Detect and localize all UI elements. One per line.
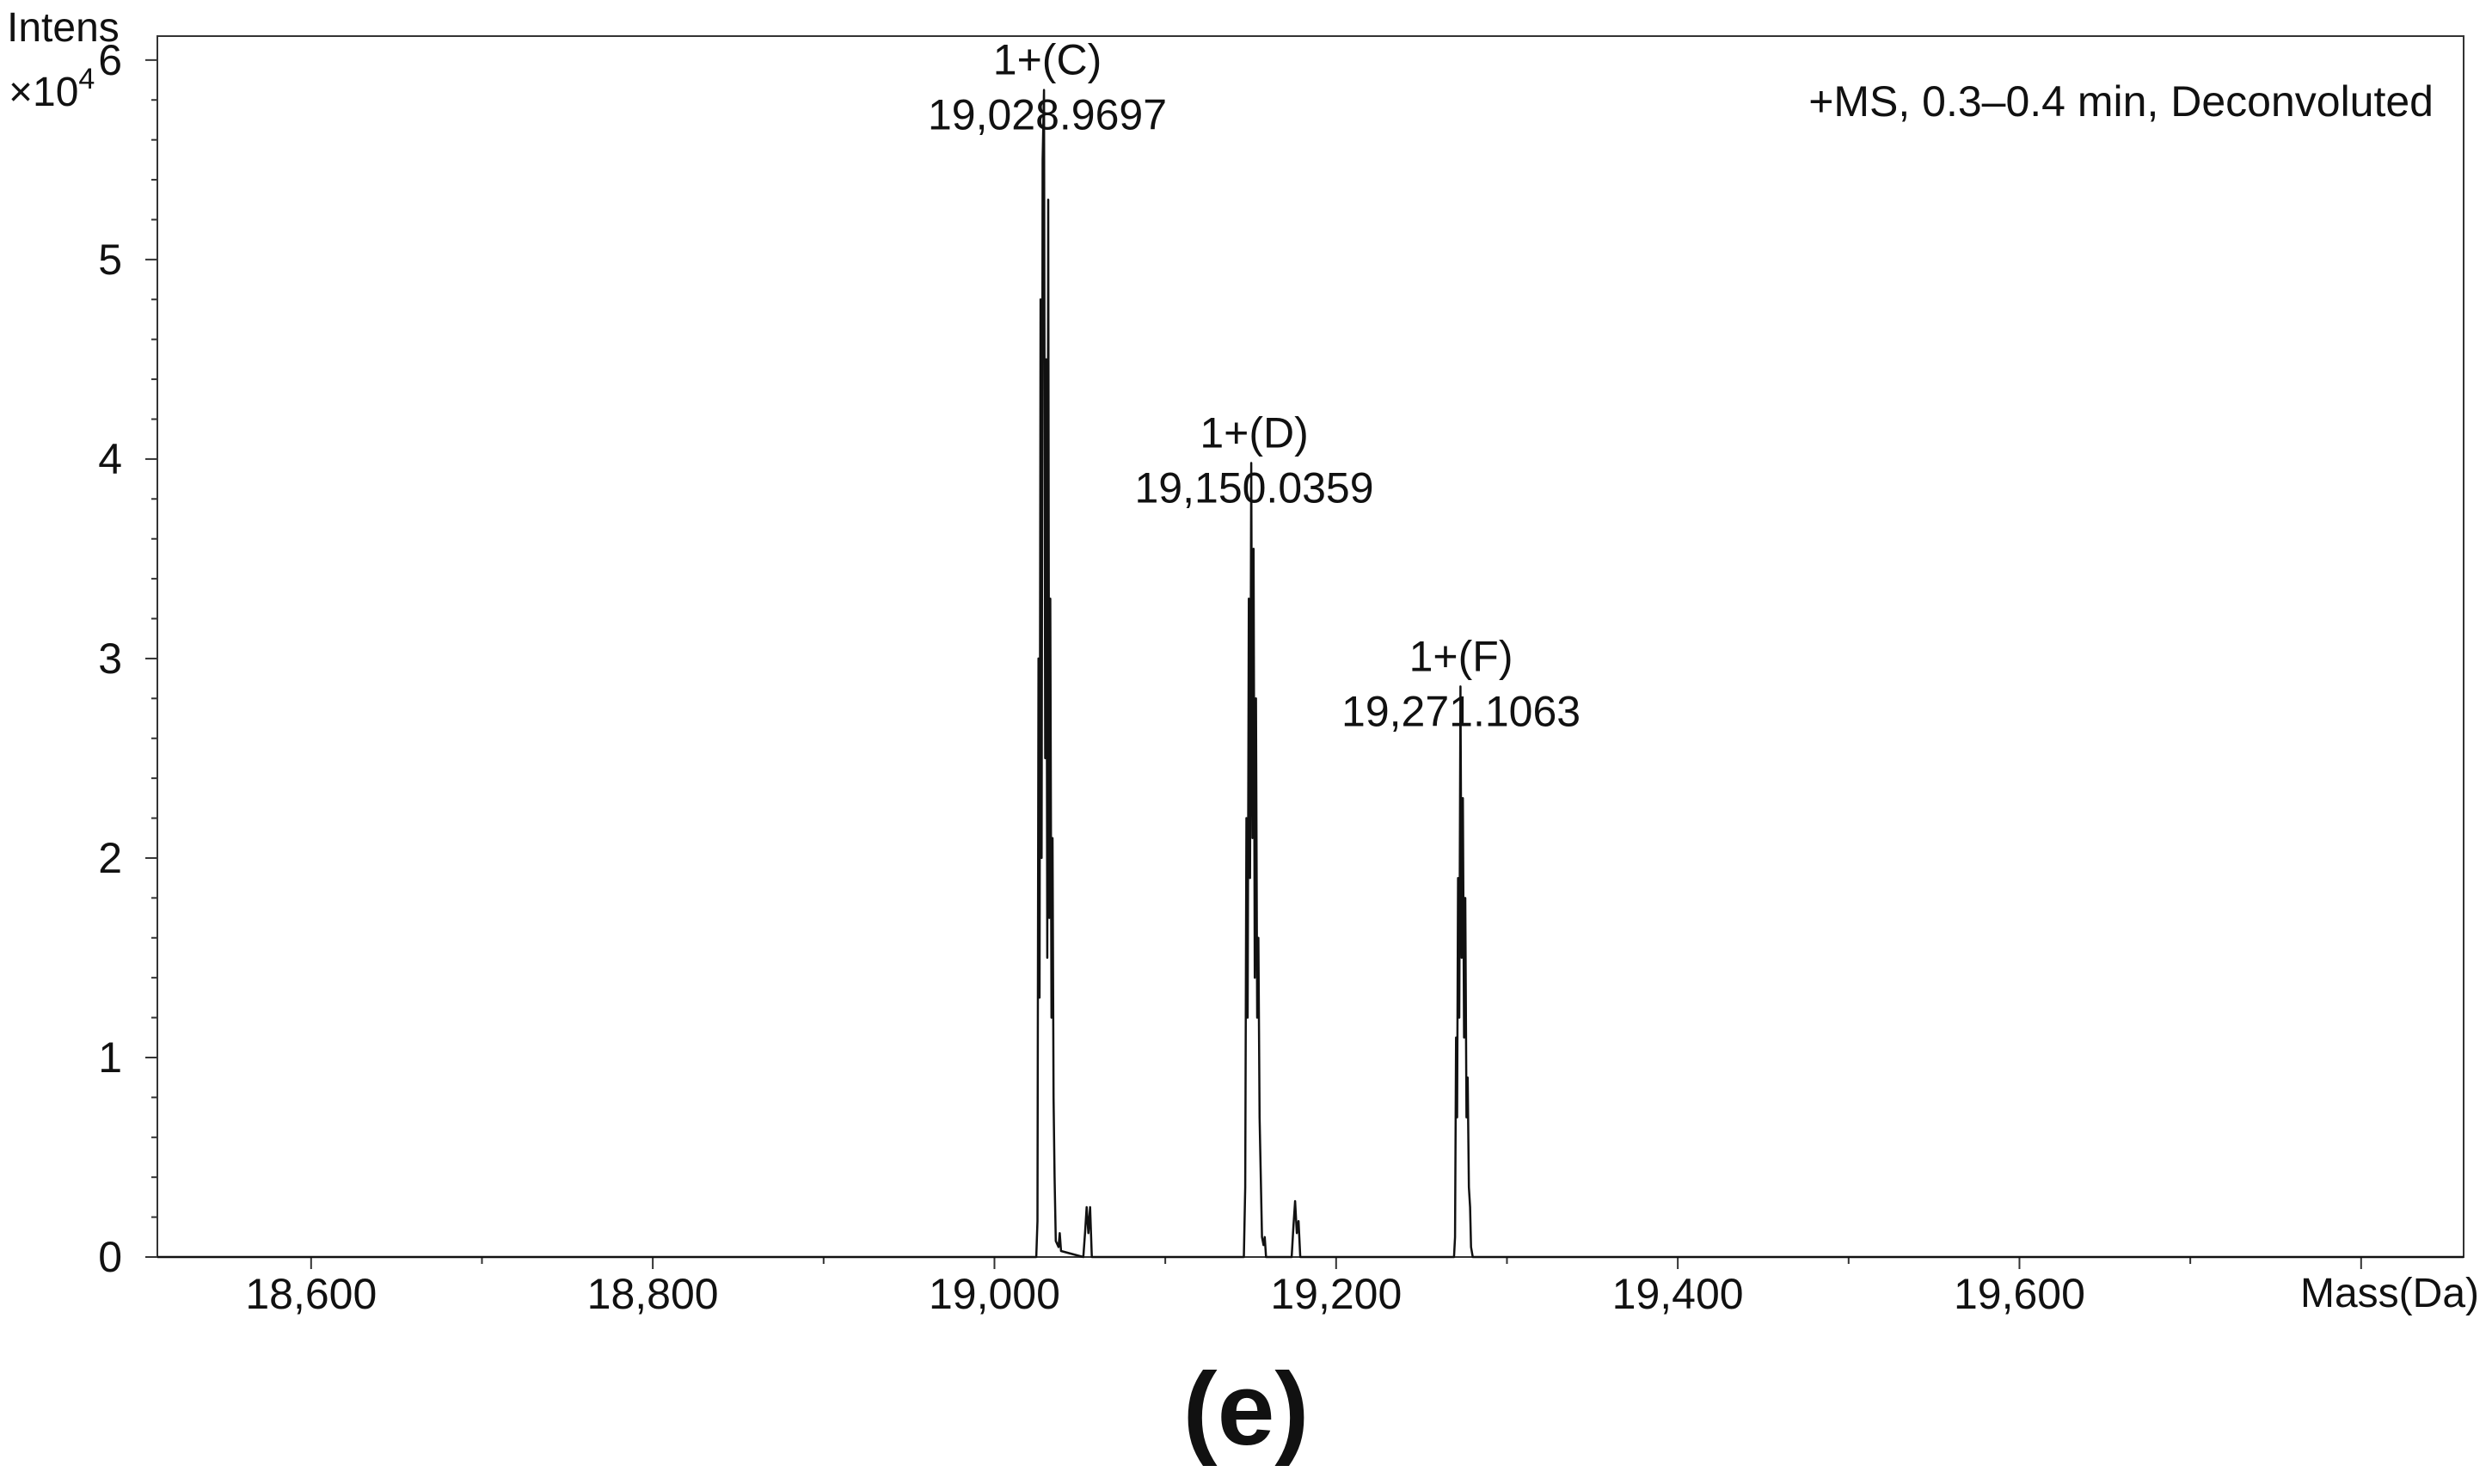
x-tick-label: 19,000 [929, 1270, 1060, 1318]
peak-charge-label: 1+(F) [1409, 632, 1513, 680]
peak-charge-label: 1+(C) [993, 36, 1102, 84]
plot-border [157, 35, 2464, 1258]
y-tick-label: 6 [98, 36, 122, 84]
y-axis-multiplier: ×104 [9, 63, 95, 115]
x-tick-label: 19,600 [1954, 1270, 2085, 1318]
chart-annotation: +MS, 0.3–0.4 min, Deconvoluted [1808, 77, 2434, 126]
peak-labels: 1+(C) 19,028.9697 1+(D) 19,150.0359 1+(F) 19,… [928, 36, 1581, 736]
figure-label: (e) [1183, 1352, 1310, 1467]
peak-charge-label: 1+(D) [1200, 409, 1308, 457]
x-tick-label: 18,800 [587, 1270, 719, 1318]
y-tick-label: 4 [98, 435, 122, 483]
y-tick-label: 5 [98, 236, 122, 284]
y-axis-multiplier-exponent: 4 [78, 63, 95, 95]
spectrum-trace [157, 89, 2464, 1259]
spectrum-series [157, 89, 2464, 1259]
x-tick-label: 19,200 [1270, 1270, 1402, 1318]
x-tick-label: 19,400 [1612, 1270, 1744, 1318]
y-axis: 0 1 2 3 4 5 6 [98, 36, 157, 1281]
peak-mass-label: 19,150.0359 [1135, 464, 1374, 512]
x-tick-label: 18,600 [245, 1270, 377, 1318]
y-axis-multiplier-base: ×10 [9, 70, 78, 115]
peak-mass-label: 19,271.1063 [1341, 687, 1581, 735]
y-tick-label: 1 [98, 1033, 122, 1082]
x-axis-label: Mass(Da) [2300, 1271, 2479, 1316]
y-tick-label: 0 [98, 1233, 122, 1281]
y-tick-label: 3 [98, 635, 122, 683]
peak-mass-label: 19,028.9697 [928, 91, 1167, 139]
x-axis: 18,600 18,800 19,000 19,200 19,400 19,600 [245, 1257, 2362, 1318]
plot-frame [157, 35, 2464, 1258]
y-tick-label: 2 [98, 834, 122, 882]
y-axis-label: Intens [7, 5, 120, 51]
